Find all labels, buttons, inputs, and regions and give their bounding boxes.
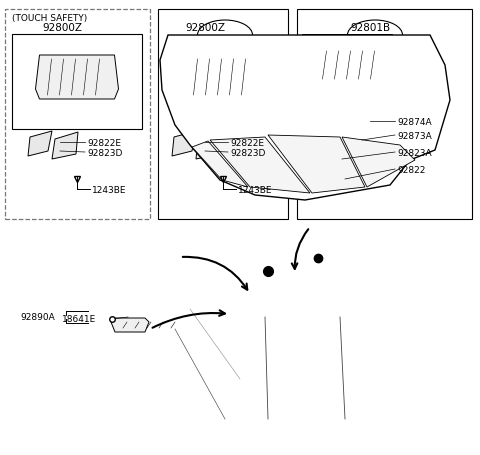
Text: 92823D: 92823D xyxy=(87,148,122,157)
Text: 92801B: 92801B xyxy=(350,23,390,33)
Ellipse shape xyxy=(338,132,366,149)
Text: 92822E: 92822E xyxy=(230,138,264,147)
Text: 1243BE: 1243BE xyxy=(238,185,273,194)
Ellipse shape xyxy=(349,118,361,126)
Polygon shape xyxy=(160,36,450,201)
Text: 92873A: 92873A xyxy=(397,131,432,140)
Polygon shape xyxy=(315,148,350,172)
Bar xyxy=(12,35,142,130)
Polygon shape xyxy=(181,56,264,100)
Ellipse shape xyxy=(340,112,370,131)
Text: 92890A: 92890A xyxy=(20,313,55,322)
Polygon shape xyxy=(311,48,384,84)
Polygon shape xyxy=(315,170,354,190)
Text: 92822E: 92822E xyxy=(87,138,121,147)
Text: 92823D: 92823D xyxy=(230,148,265,157)
Polygon shape xyxy=(268,136,365,193)
Polygon shape xyxy=(192,142,248,187)
Polygon shape xyxy=(52,133,78,160)
Bar xyxy=(302,35,392,105)
Text: (TOUCH SAFETY): (TOUCH SAFETY) xyxy=(12,14,87,22)
Bar xyxy=(297,10,472,219)
Bar xyxy=(5,10,150,219)
Polygon shape xyxy=(210,138,310,193)
Text: 92874A: 92874A xyxy=(397,117,432,126)
Polygon shape xyxy=(172,131,196,157)
Polygon shape xyxy=(36,56,119,100)
Bar xyxy=(158,10,288,219)
Text: 92800Z: 92800Z xyxy=(42,23,82,33)
Text: 92823A: 92823A xyxy=(397,148,432,157)
Text: 18641E: 18641E xyxy=(62,315,96,324)
Text: 92800Z: 92800Z xyxy=(185,23,225,33)
Polygon shape xyxy=(28,131,52,157)
Polygon shape xyxy=(342,138,415,187)
Text: 92822: 92822 xyxy=(397,165,425,174)
Ellipse shape xyxy=(347,137,358,144)
Polygon shape xyxy=(196,133,221,160)
Text: 1243BE: 1243BE xyxy=(92,185,127,194)
Polygon shape xyxy=(111,318,149,332)
